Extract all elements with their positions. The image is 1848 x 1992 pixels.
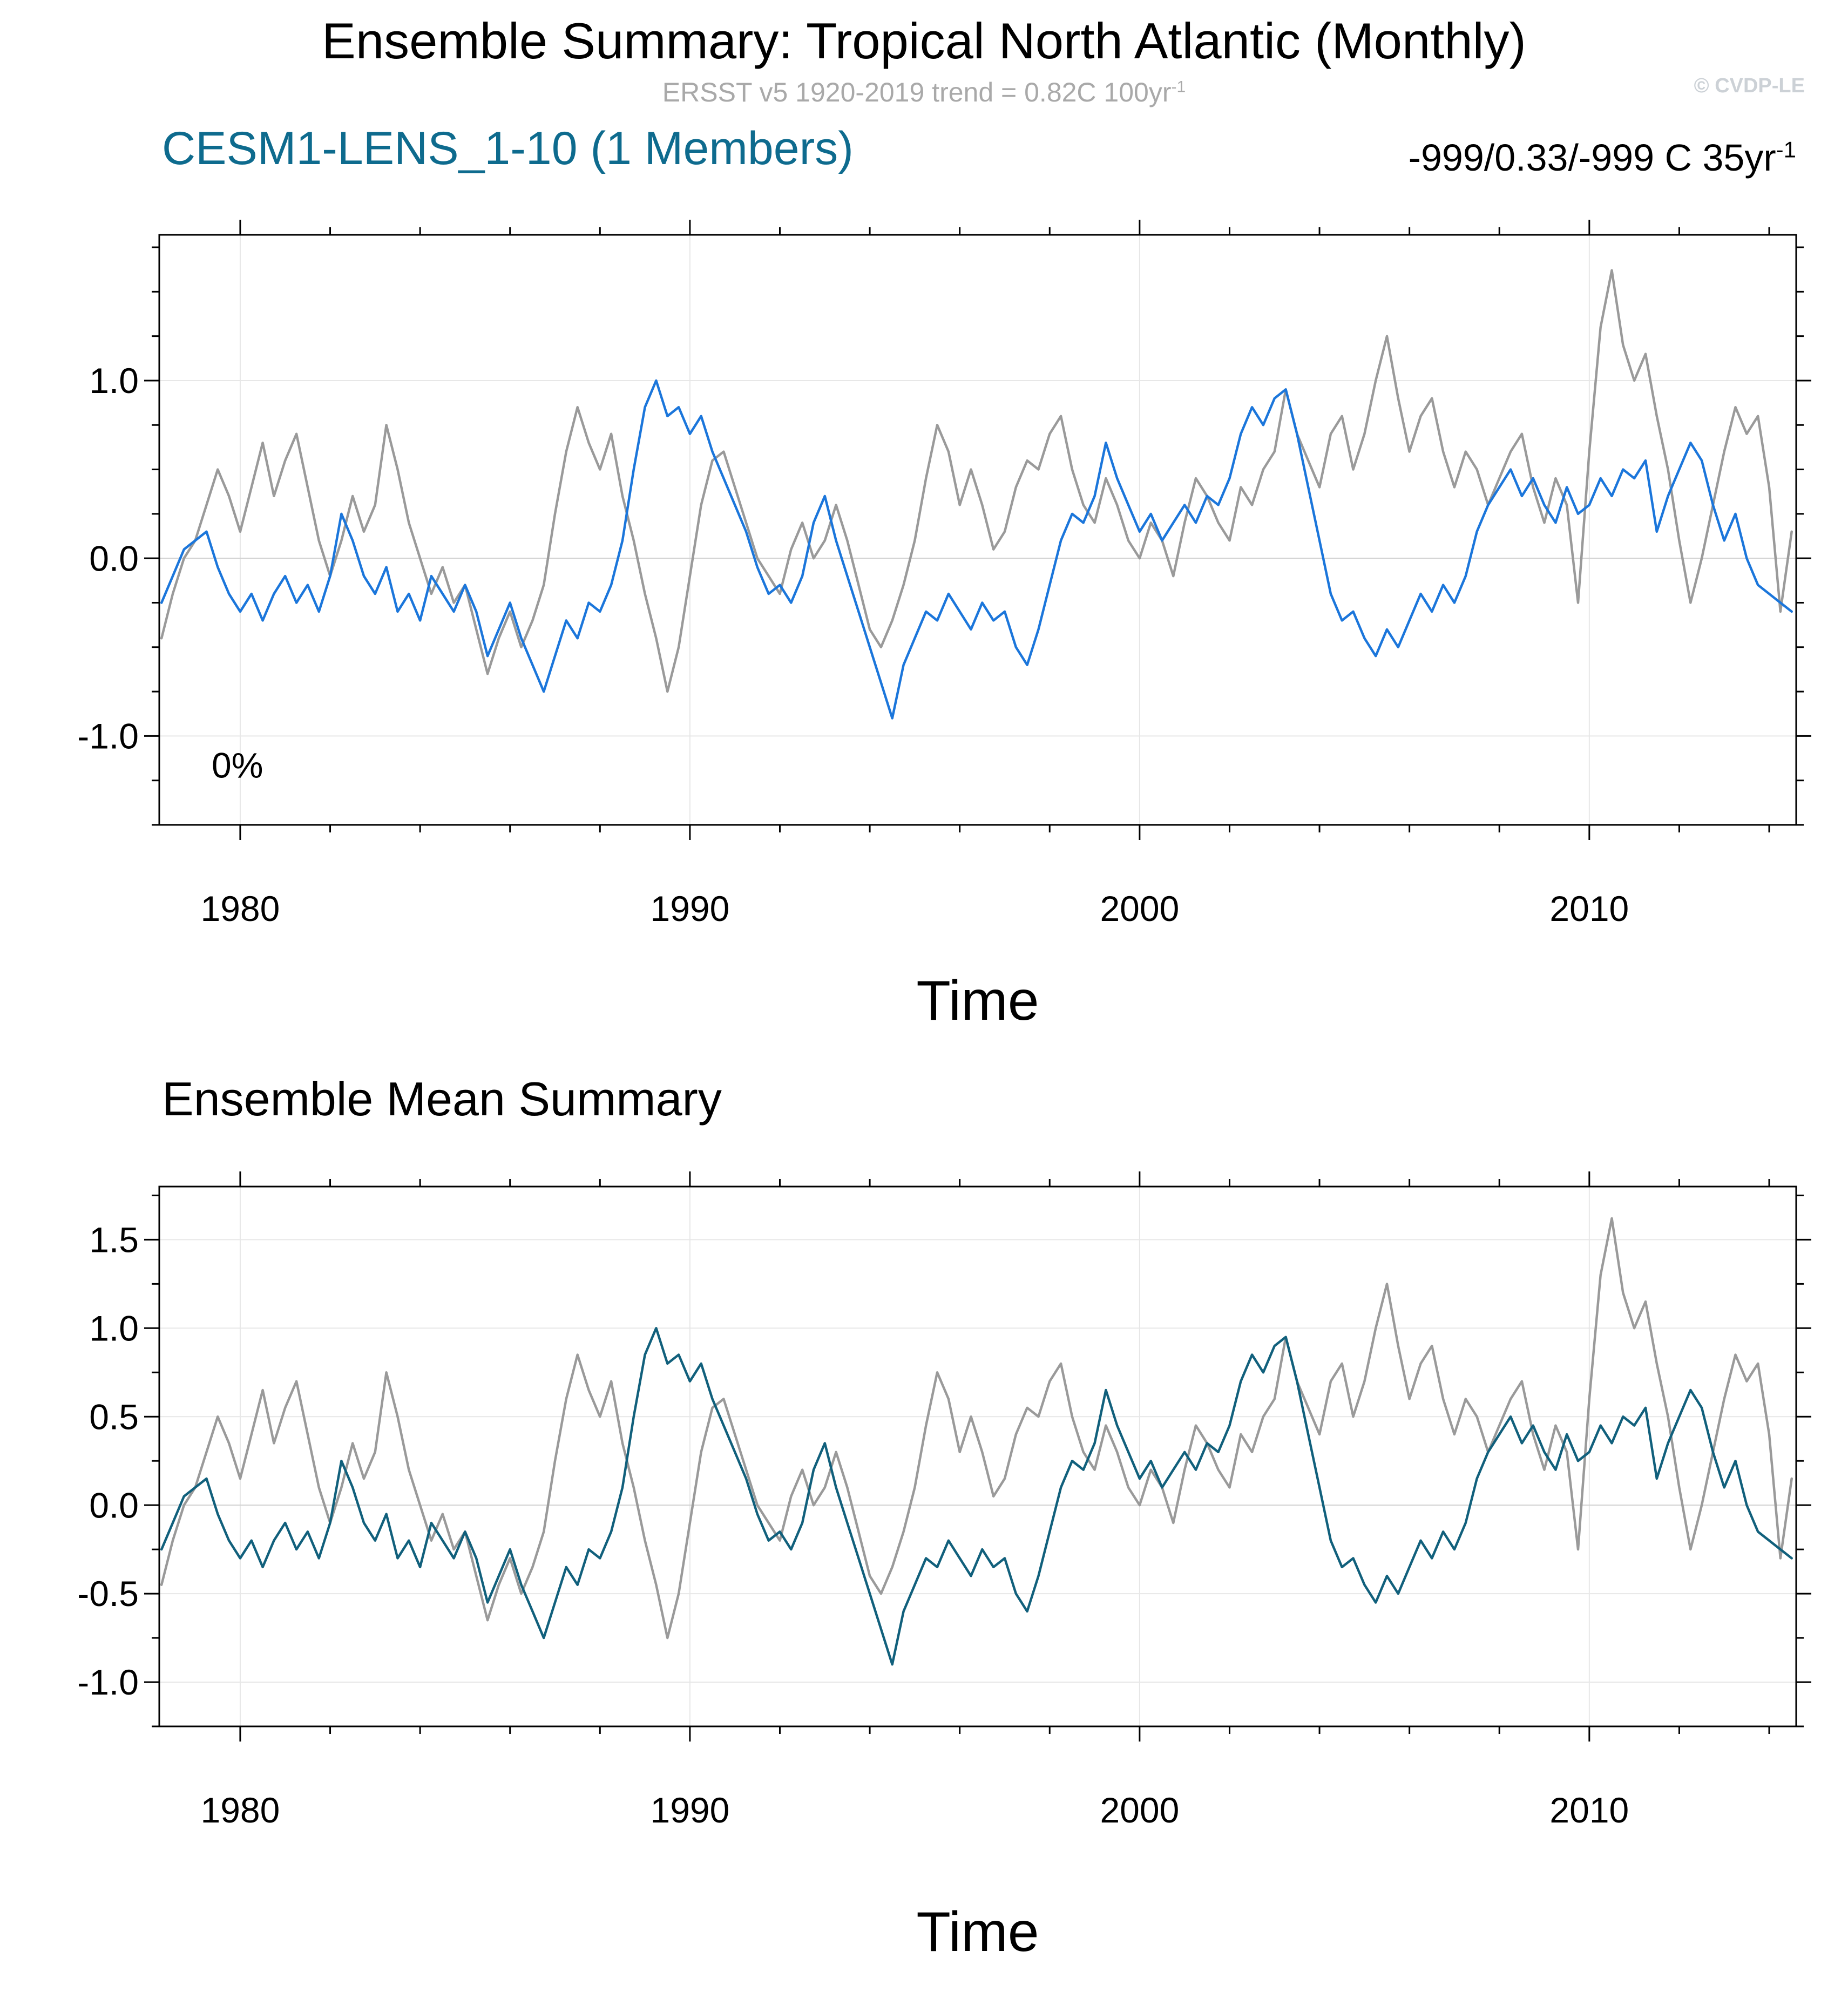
page-title: Ensemble Summary: Tropical North Atlanti… [322, 12, 1526, 69]
x-tick-label: 2010 [1549, 1790, 1629, 1830]
member-line [160, 379, 1793, 720]
members-plot-svg: 1980 1990 2000 2010 1.0 0.0 -1.0 0% [77, 220, 1811, 929]
ensemble-members-chart: 1980 1990 2000 2010 1.0 0.0 -1.0 0% [77, 220, 1811, 929]
model-name-label: CESM1-LENS_1-10 (1 Members) [162, 123, 854, 174]
x-tick-label: 1980 [201, 1790, 280, 1830]
x-tick-label: 2000 [1100, 889, 1179, 929]
plot-frame [158, 234, 1797, 826]
cvdp-watermark: © CVDP-LE [1694, 74, 1805, 97]
obs-trend-subtitle: ERSST v5 1920-2019 trend = 0.82C 100yr-1 [0, 77, 1848, 108]
ensemble-mean-plot-svg: 1980 1990 2000 2010 1.5 1.0 0.5 0.0 -0.5 -1.0 [77, 1171, 1811, 1830]
trend-stats-text: -999/0.33/-999 C 35yr [1408, 137, 1776, 179]
trend-stats-superscript: -1 [1776, 137, 1796, 162]
y-tick-label: 1.5 [89, 1219, 139, 1259]
ensemble-mean-chart: 1980 1990 2000 2010 1.5 1.0 0.5 0.0 -0.5 -1.0 [77, 1171, 1811, 1830]
y-tick-label: 0.0 [89, 538, 139, 578]
y-tick-label: 1.0 [89, 1308, 139, 1348]
y-tick-label: 0.5 [89, 1397, 139, 1437]
obs-line [160, 269, 1793, 693]
x-tick-label: 2000 [1100, 1790, 1179, 1830]
time-axis-title-top: Time [916, 970, 1039, 1032]
y-tick-label: 1.0 [89, 361, 139, 401]
plot-frame [158, 1185, 1797, 1727]
x-tick-label: 1990 [650, 889, 729, 929]
x-tick-label: 2010 [1549, 889, 1629, 929]
obs-line [160, 1217, 1793, 1639]
x-tick-label: 1990 [650, 1790, 729, 1830]
y-tick-label: 0.0 [89, 1485, 139, 1525]
y-tick-label: -1.0 [77, 716, 139, 756]
y-tick-label: -1.0 [77, 1662, 139, 1702]
x-tick-label: 1980 [201, 889, 280, 929]
trend-stats-label: -999/0.33/-999 C 35yr-1 [1409, 136, 1796, 179]
obs-trend-superscript: -1 [1171, 78, 1186, 96]
ensemble-mean-title: Ensemble Mean Summary [162, 1072, 722, 1126]
obs-trend-text: ERSST v5 1920-2019 trend = 0.82C 100yr [662, 77, 1172, 107]
ensemble-mean-line [160, 1327, 1793, 1666]
time-axis-title-bottom: Time [916, 1901, 1039, 1963]
zero-percent-annotation: 0% [212, 746, 263, 785]
y-tick-label: -0.5 [77, 1574, 139, 1614]
